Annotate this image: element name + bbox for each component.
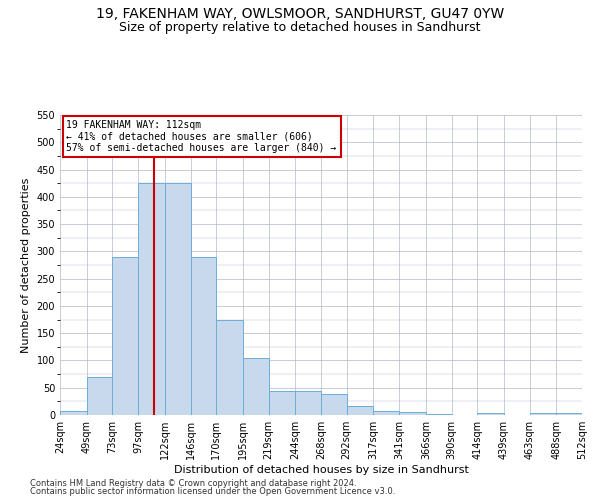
Text: Contains HM Land Registry data © Crown copyright and database right 2024.: Contains HM Land Registry data © Crown c… <box>30 478 356 488</box>
Bar <box>399 412 426 415</box>
Bar <box>87 377 112 415</box>
Y-axis label: Number of detached properties: Number of detached properties <box>21 178 31 352</box>
Bar <box>243 358 269 415</box>
Text: 19 FAKENHAM WAY: 112sqm
← 41% of detached houses are smaller (606)
57% of semi-d: 19 FAKENHAM WAY: 112sqm ← 41% of detache… <box>67 120 337 154</box>
Bar <box>477 413 504 415</box>
Bar <box>373 410 399 415</box>
Bar <box>530 413 556 415</box>
Bar <box>269 391 295 415</box>
Text: 19, FAKENHAM WAY, OWLSMOOR, SANDHURST, GU47 0YW: 19, FAKENHAM WAY, OWLSMOOR, SANDHURST, G… <box>96 8 504 22</box>
Bar <box>138 183 165 415</box>
Bar <box>556 414 582 415</box>
X-axis label: Distribution of detached houses by size in Sandhurst: Distribution of detached houses by size … <box>173 465 469 475</box>
Bar <box>60 410 87 415</box>
Bar <box>112 257 138 415</box>
Bar <box>165 183 191 415</box>
Text: Contains public sector information licensed under the Open Government Licence v3: Contains public sector information licen… <box>30 487 395 496</box>
Bar <box>347 406 373 415</box>
Text: Size of property relative to detached houses in Sandhurst: Size of property relative to detached ho… <box>119 21 481 34</box>
Bar <box>321 394 347 415</box>
Bar <box>426 414 452 415</box>
Bar <box>216 320 243 415</box>
Bar <box>295 391 321 415</box>
Bar <box>191 257 216 415</box>
